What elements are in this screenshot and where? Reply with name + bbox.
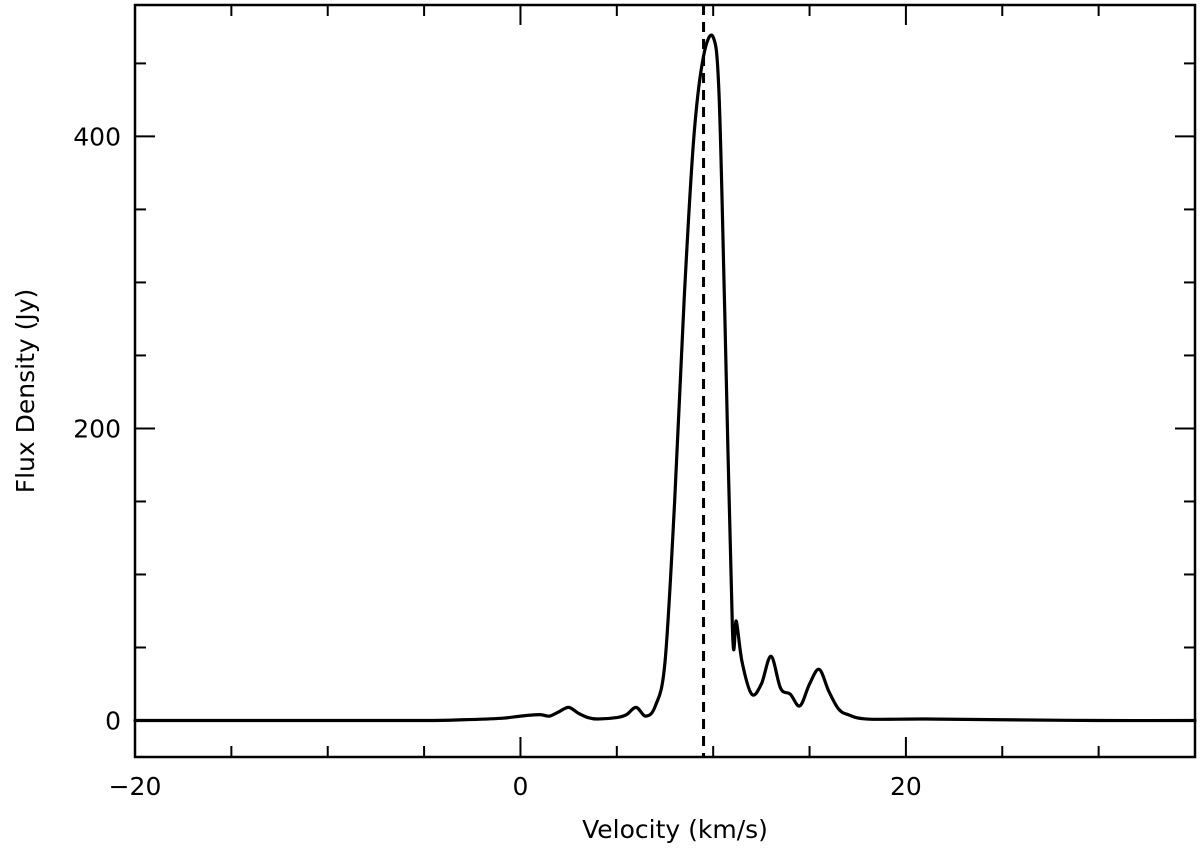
y-axis-label: Flux Density (Jy)	[11, 289, 40, 494]
spectrum-line	[133, 33, 1197, 723]
y-tick-label: 0	[105, 706, 121, 735]
x-tick-label: 20	[890, 772, 922, 801]
x-tick-label: 0	[513, 772, 529, 801]
y-tick-label: 400	[73, 122, 121, 151]
plot-frame	[133, 3, 1197, 759]
x-tick-label: −20	[109, 772, 162, 801]
x-axis-label: Velocity (km/s)	[582, 815, 768, 844]
y-tick-label: 200	[73, 414, 121, 443]
